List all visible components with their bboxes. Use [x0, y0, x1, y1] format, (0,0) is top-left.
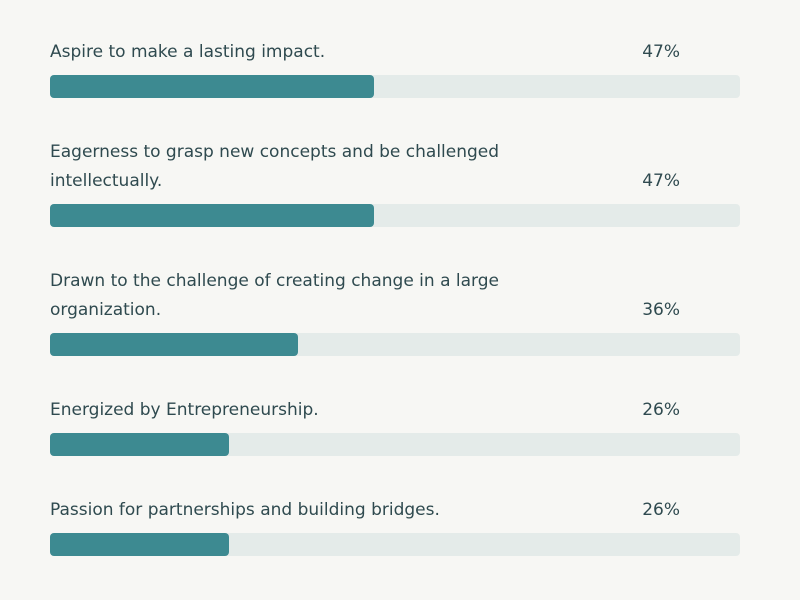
value-label: 47%	[642, 171, 680, 191]
value-label: 47%	[642, 42, 680, 62]
bar-header: Energized by Entrepreneurship. 26%	[50, 396, 740, 425]
bar-header: Drawn to the challenge of creating chang…	[50, 267, 740, 325]
bar-track	[50, 333, 740, 356]
value-label: 26%	[642, 500, 680, 520]
bar-track	[50, 204, 740, 227]
bar-item: Energized by Entrepreneurship. 26%	[50, 396, 740, 456]
value-label: 26%	[642, 400, 680, 420]
bar-item: Passion for partnerships and building br…	[50, 496, 740, 556]
bar-item: Eagerness to grasp new concepts and be c…	[50, 138, 740, 227]
bar-track	[50, 533, 740, 556]
category-label: Aspire to make a lasting impact.	[50, 42, 326, 62]
chart: Aspire to make a lasting impact. 47% Eager…	[50, 38, 740, 596]
bar	[50, 75, 375, 98]
bar-header: Passion for partnerships and building br…	[50, 496, 740, 525]
category-label: Eagerness to grasp new concepts and be c…	[50, 142, 500, 191]
bar-track	[50, 75, 740, 98]
bar	[50, 533, 230, 556]
value-label: 36%	[642, 300, 680, 320]
category-label: Energized by Entrepreneurship.	[50, 400, 319, 420]
bar-header: Aspire to make a lasting impact. 47%	[50, 38, 740, 67]
bar-item: Aspire to make a lasting impact. 47%	[50, 38, 740, 98]
bar-item: Drawn to the challenge of creating chang…	[50, 267, 740, 356]
category-label: Drawn to the challenge of creating chang…	[50, 271, 499, 320]
bar	[50, 433, 230, 456]
bar-track	[50, 433, 740, 456]
bar	[50, 204, 375, 227]
bar	[50, 333, 299, 356]
category-label: Passion for partnerships and building br…	[50, 500, 440, 520]
bar-header: Eagerness to grasp new concepts and be c…	[50, 138, 740, 196]
